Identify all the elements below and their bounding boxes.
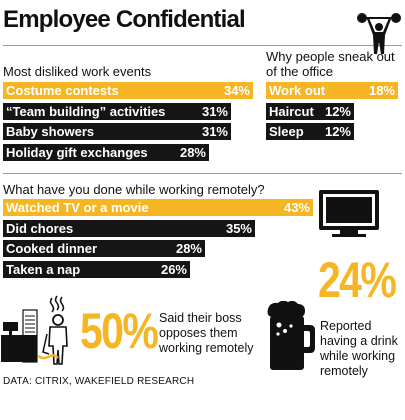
source-credit: DATA: CITRIX, WAKEFIELD RESEARCH bbox=[3, 376, 195, 387]
bar-disliked-events-2: Baby showers 31% bbox=[3, 123, 231, 140]
bar-remote-activities-1: Did chores 35% bbox=[3, 219, 255, 237]
bar-value: 18% bbox=[368, 83, 395, 98]
bar-label: Costume contests bbox=[6, 83, 119, 98]
bar-value: 31% bbox=[201, 103, 228, 119]
bar-value: 35% bbox=[225, 220, 252, 236]
bar-label: “Team building” activities bbox=[6, 103, 166, 119]
bar-value: 31% bbox=[201, 124, 228, 139]
bar-disliked-events-1: “Team building” activities 31% bbox=[3, 102, 231, 120]
stat-value-boss-opposes: 50% bbox=[80, 303, 159, 359]
bar-remote-activities-2: Cooked dinner 28% bbox=[3, 240, 205, 257]
bar-label: Did chores bbox=[6, 220, 74, 236]
bar-label: Holiday gift exchanges bbox=[6, 144, 148, 160]
bar-label: Haircut bbox=[269, 103, 314, 119]
bar-value: 12% bbox=[324, 124, 351, 139]
bar-label: Watched TV or a movie bbox=[6, 200, 149, 215]
title-divider bbox=[3, 45, 402, 46]
bar-sneak-out-1: Haircut 12% bbox=[266, 102, 354, 120]
bar-value: 43% bbox=[283, 200, 310, 215]
bar-disliked-events-0: Costume contests 34% bbox=[3, 82, 253, 99]
television-icon bbox=[319, 190, 379, 237]
section-divider bbox=[3, 173, 402, 174]
weightlifter-icon bbox=[357, 13, 401, 54]
beer-mug-icon bbox=[267, 301, 315, 370]
bar-value: 26% bbox=[160, 261, 187, 277]
bar-label: Baby showers bbox=[6, 124, 95, 139]
bar-label: Taken a nap bbox=[6, 261, 81, 277]
chart-title-disliked-events: Most disliked work events bbox=[3, 64, 152, 79]
bar-value: 34% bbox=[223, 83, 250, 98]
bar-value: 28% bbox=[179, 144, 206, 160]
bar-sneak-out-0: Work out 18% bbox=[266, 82, 398, 99]
bar-label: Cooked dinner bbox=[6, 241, 98, 256]
bar-label: Work out bbox=[269, 83, 326, 98]
stat-value-drink: 24% bbox=[318, 252, 397, 308]
stat-text-drink: Reported having a drink while working re… bbox=[320, 319, 398, 378]
page-title: Employee Confidential bbox=[3, 6, 246, 33]
bar-remote-activities-0: Watched TV or a movie 43% bbox=[3, 199, 313, 216]
bar-disliked-events-3: Holiday gift exchanges 28% bbox=[3, 143, 209, 161]
bar-label: Sleep bbox=[269, 124, 304, 139]
bar-remote-activities-3: Taken a nap 26% bbox=[3, 260, 190, 278]
stat-text-boss-opposes: Said their boss opposes them working rem… bbox=[159, 311, 254, 355]
bar-value: 28% bbox=[175, 241, 202, 256]
chart-title-remote-activities: What have you done while working remotel… bbox=[3, 182, 265, 197]
bar-sneak-out-2: Sleep 12% bbox=[266, 123, 354, 140]
chart-title-sneak-out: Why people sneak out of the office bbox=[266, 49, 395, 79]
stressed-worker-icon bbox=[1, 295, 68, 365]
bar-value: 12% bbox=[324, 103, 351, 119]
